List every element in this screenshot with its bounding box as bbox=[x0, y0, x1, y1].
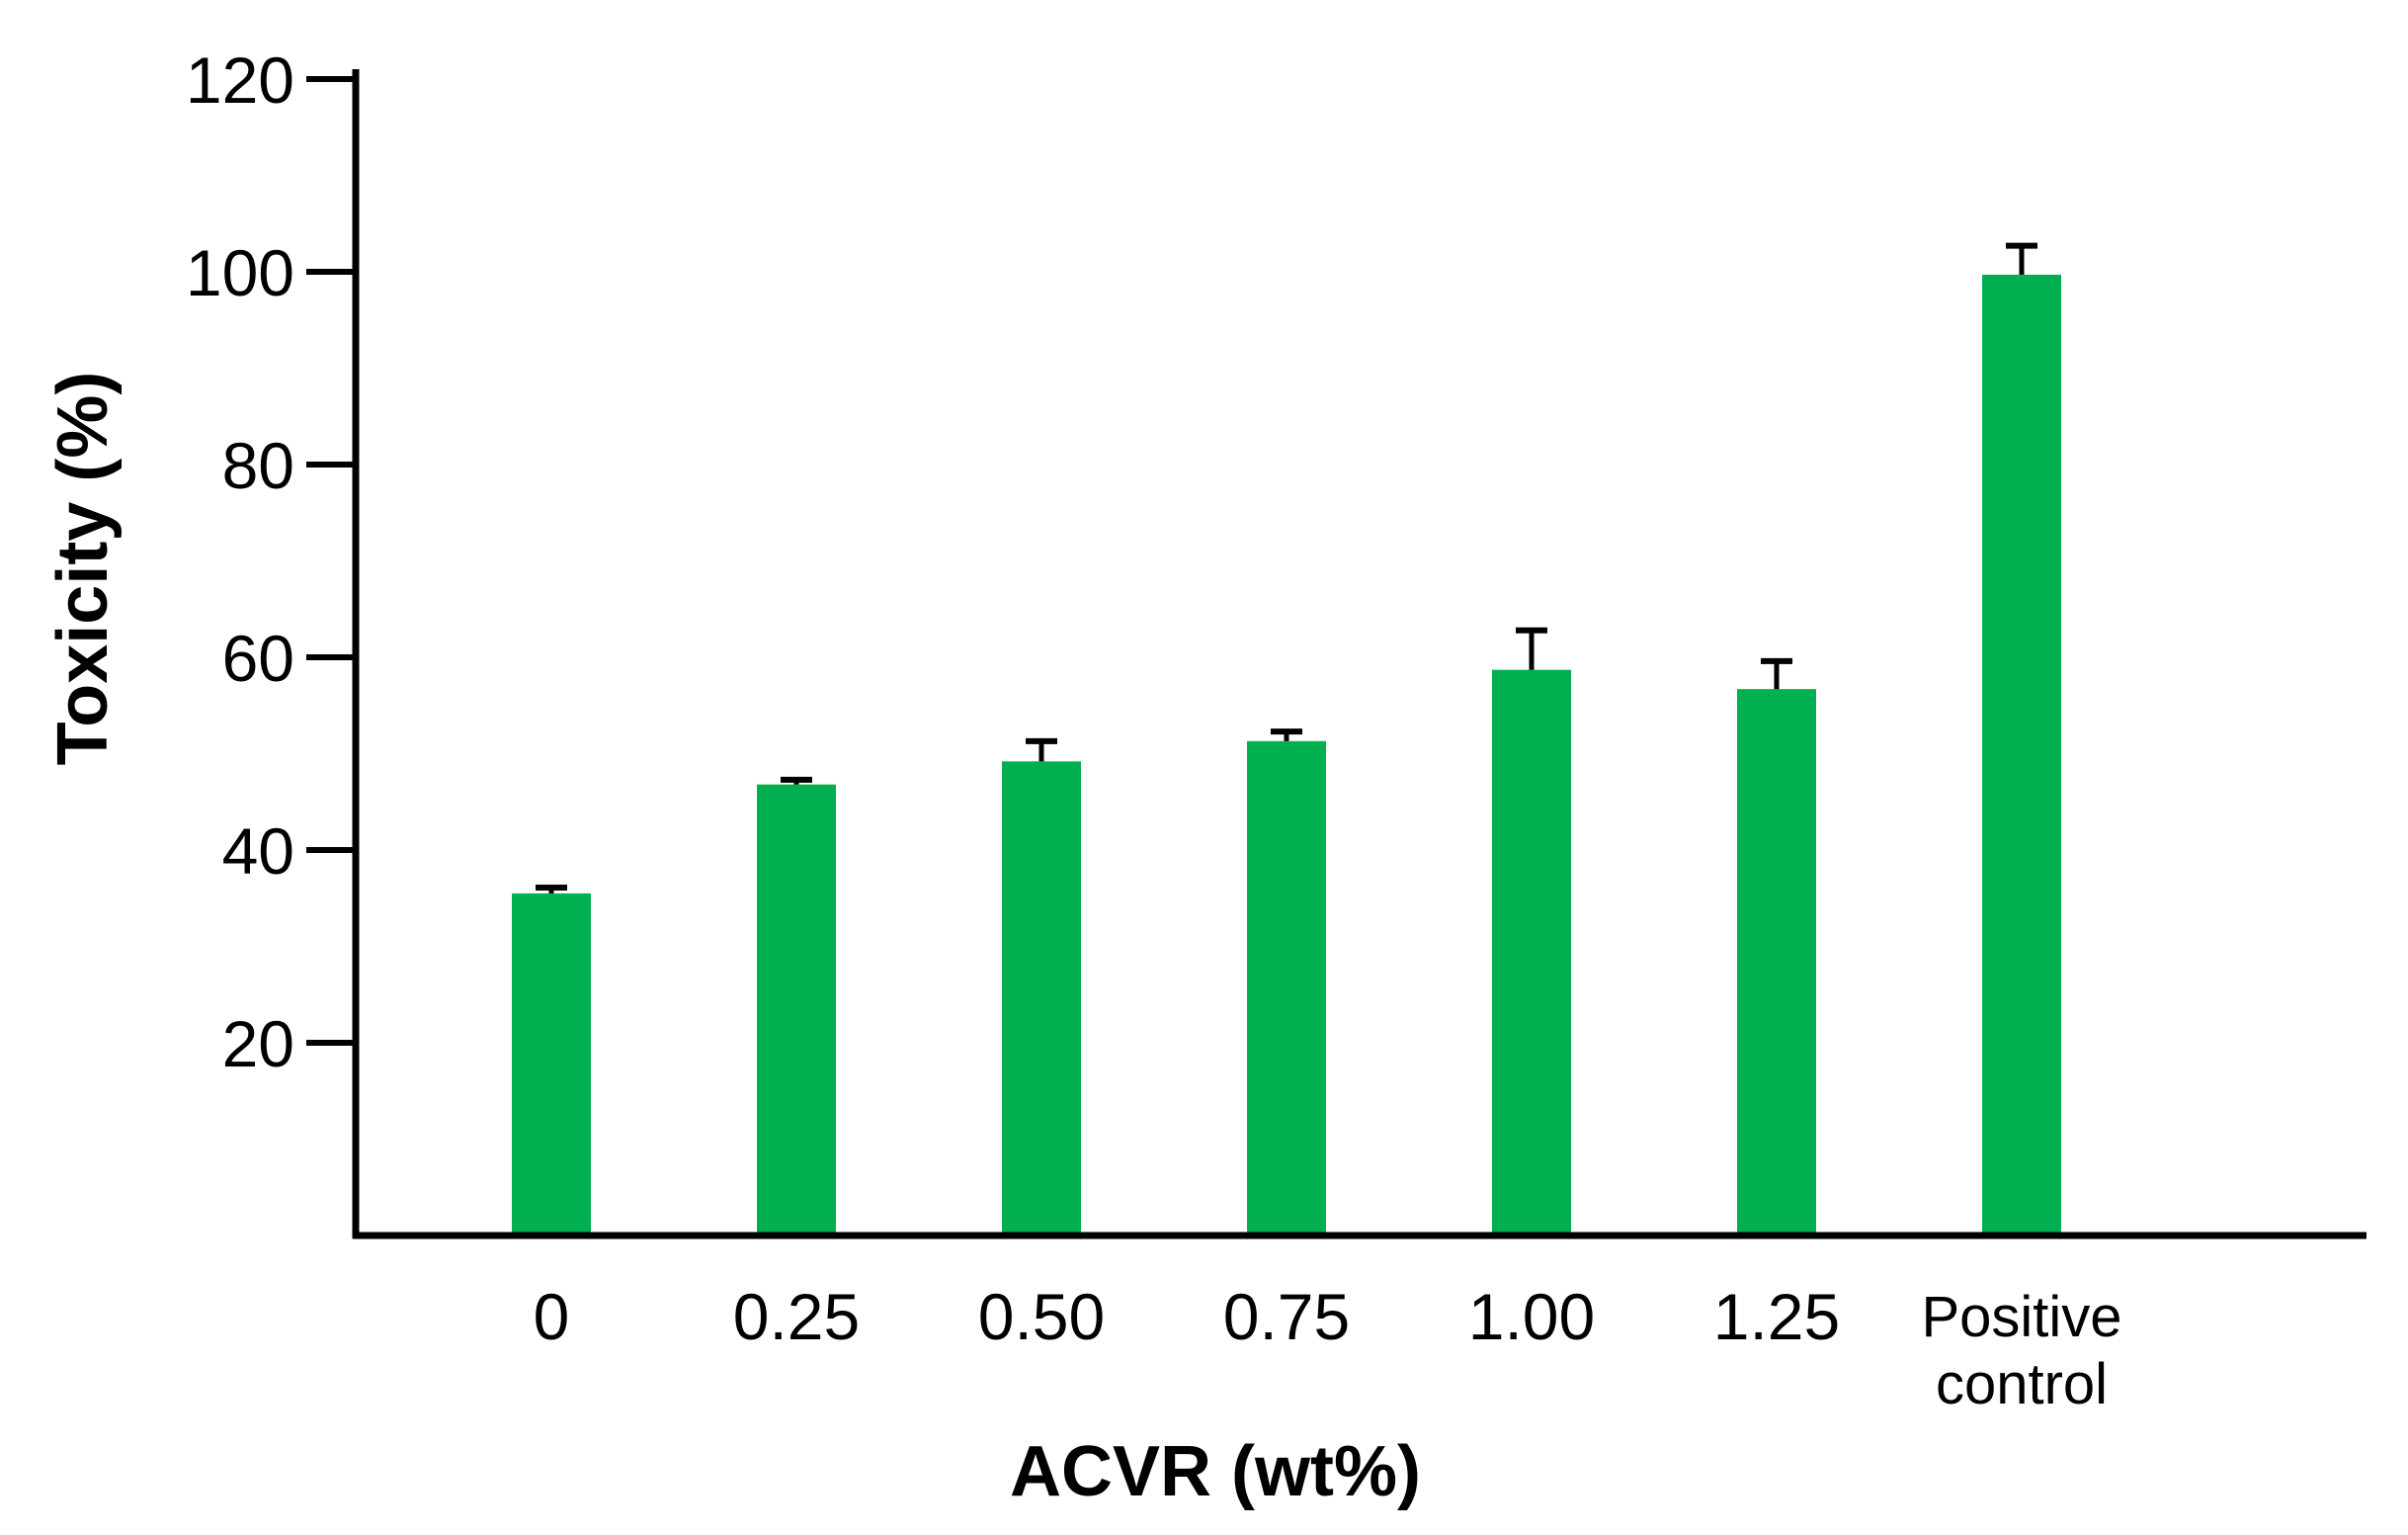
error-bar bbox=[781, 776, 812, 785]
bar bbox=[1247, 740, 1326, 1236]
bar bbox=[1982, 274, 2061, 1236]
error-bar bbox=[536, 885, 567, 894]
bar bbox=[512, 893, 591, 1236]
bar bbox=[1737, 689, 1816, 1236]
x-tick-label: 1.25 bbox=[1713, 1280, 1840, 1353]
bars bbox=[512, 274, 2061, 1236]
x-tick-label: 0 bbox=[534, 1280, 570, 1353]
x-axis-title: ACVR (wt%) bbox=[1010, 1432, 1421, 1511]
bar bbox=[1492, 669, 1571, 1236]
y-tick-label: 20 bbox=[222, 1007, 294, 1080]
y-axis-ticks: 20 40 60 80 100 120 bbox=[186, 43, 356, 1080]
error-bar bbox=[1516, 627, 1547, 670]
error-bar bbox=[1026, 737, 1057, 762]
error-bar bbox=[2006, 242, 2037, 275]
bar bbox=[1002, 761, 1081, 1236]
y-tick-label: 60 bbox=[222, 622, 294, 695]
error-bars bbox=[536, 242, 2037, 894]
bar bbox=[757, 784, 836, 1236]
axes bbox=[352, 69, 2366, 1239]
x-tick-label: Positive bbox=[1921, 1285, 2121, 1349]
error-bar bbox=[1761, 657, 1792, 690]
y-tick-label: 40 bbox=[222, 814, 294, 888]
y-axis-title: Toxicity (%) bbox=[43, 372, 123, 766]
error-bar bbox=[1271, 728, 1302, 741]
y-tick-label: 100 bbox=[186, 236, 294, 309]
y-tick-label: 120 bbox=[186, 43, 294, 117]
x-tick-label: 0.75 bbox=[1223, 1280, 1350, 1353]
x-tick-label: control bbox=[1936, 1352, 2108, 1416]
x-tick-label: 0.50 bbox=[978, 1280, 1105, 1353]
x-tick-label: 1.00 bbox=[1468, 1280, 1595, 1353]
y-tick-label: 80 bbox=[222, 429, 294, 502]
x-tick-label: 0.25 bbox=[733, 1280, 860, 1353]
